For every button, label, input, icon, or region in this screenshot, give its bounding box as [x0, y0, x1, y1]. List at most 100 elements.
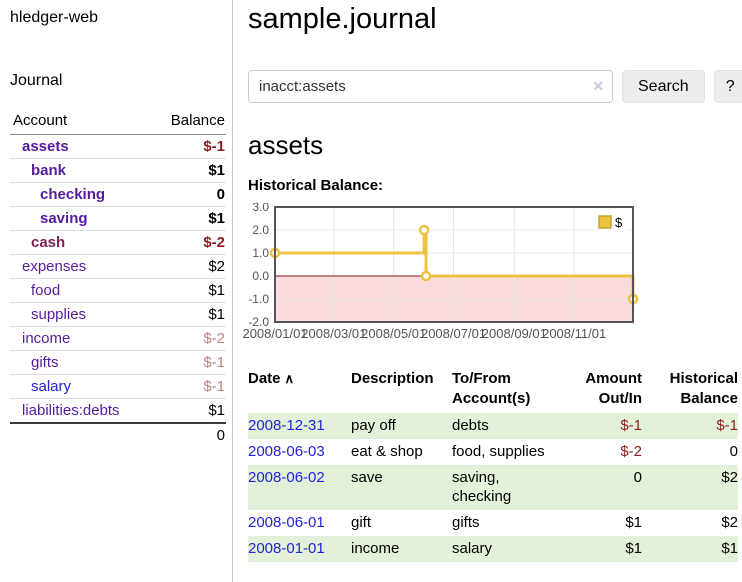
transaction-date-cell: 2008-06-03 — [248, 439, 345, 465]
main-pane: sample.journal ✕ Search ? assets Histori… — [234, 0, 742, 562]
register-col-date-label: Date — [248, 370, 281, 387]
transaction-accounts: salary — [452, 540, 493, 557]
account-balance: $-2 — [151, 230, 226, 255]
transaction-row: 2008-06-01 gift gifts $1 $2 — [248, 510, 738, 536]
clear-search-icon[interactable]: ✕ — [592, 78, 604, 94]
transaction-amount: 0 — [633, 469, 642, 486]
data-point-marker — [418, 224, 430, 236]
transaction-date-link[interactable]: 2008-06-01 — [248, 514, 325, 531]
transaction-row: 2008-06-03 eat & shop food, supplies $-2 0 — [248, 439, 738, 465]
account-link[interactable]: gifts — [31, 354, 59, 371]
account-link[interactable]: bank — [31, 162, 67, 179]
account-link[interactable]: liabilities:debts — [22, 402, 120, 419]
transaction-description: eat & shop — [351, 443, 423, 460]
transaction-row: 2008-12-31 pay off debts $-1 $-1 — [248, 413, 738, 439]
account-row: bank $1 — [10, 158, 226, 183]
data-point-marker — [420, 270, 432, 282]
account-name-cell: supplies — [10, 302, 152, 327]
account-name-cell: cash — [10, 230, 152, 255]
search-form: ✕ Search ? — [248, 70, 742, 103]
x-tick-label: 2008/09/01 — [482, 326, 547, 341]
transaction-amount: $-2 — [620, 443, 642, 460]
register-col-amount: Amount Out/In — [585, 370, 642, 407]
search-input-wrap: ✕ — [248, 70, 613, 103]
account-row: food $1 — [10, 278, 226, 303]
x-tick-label: 2008/03/01 — [301, 326, 366, 341]
search-button[interactable]: Search — [622, 70, 705, 103]
transaction-date-link[interactable]: 2008-06-03 — [248, 443, 325, 460]
account-balance: $1 — [151, 398, 226, 423]
transaction-date-link[interactable]: 2008-12-31 — [248, 417, 325, 434]
account-link[interactable]: assets — [22, 138, 69, 155]
account-link[interactable]: supplies — [31, 306, 87, 323]
transaction-row: 2008-01-01 income salary $1 $1 — [248, 536, 738, 562]
accounts-header-row: Account Balance — [10, 108, 226, 135]
account-balance: $-1 — [151, 374, 226, 399]
y-tick-label: 2.0 — [252, 223, 269, 237]
y-tick-label: 3.0 — [252, 203, 269, 214]
y-tick-label: -2.0 — [248, 315, 269, 329]
account-balance: $1 — [151, 302, 226, 327]
y-tick-label: 0.0 — [252, 269, 269, 283]
transaction-date-cell: 2008-06-02 — [248, 465, 345, 510]
transaction-description: income — [351, 540, 400, 557]
transaction-amount: $-1 — [620, 417, 642, 434]
account-name-cell: expenses — [10, 254, 152, 279]
account-balance: $1 — [151, 278, 226, 303]
account-name-cell: salary — [10, 374, 152, 399]
legend-label: $ — [615, 215, 623, 230]
transaction-date-link[interactable]: 2008-06-02 — [248, 469, 325, 486]
register-header-row: Date ∧ Description To/From Account(s) Amo… — [248, 367, 738, 413]
account-balance: $1 — [151, 206, 226, 231]
transaction-balance: $1 — [721, 540, 738, 557]
account-row: assets $-1 — [10, 134, 226, 159]
register-col-date[interactable]: Date ∧ — [248, 367, 345, 413]
account-link[interactable]: income — [22, 330, 71, 347]
account-row: expenses $2 — [10, 254, 226, 279]
account-row: liabilities:debts $1 — [10, 398, 226, 423]
transaction-date-cell: 2008-12-31 — [248, 413, 345, 439]
transaction-balance: $-1 — [716, 417, 738, 434]
transaction-amount: $1 — [625, 514, 642, 531]
transaction-row: 2008-06-02 save saving, checking 0 $2 — [248, 465, 738, 510]
help-button[interactable]: ? — [713, 70, 742, 103]
account-name-cell: saving — [10, 206, 152, 231]
transaction-date-link[interactable]: 2008-01-01 — [248, 540, 325, 557]
transaction-accounts: food, supplies — [452, 443, 545, 460]
account-name-cell: food — [10, 278, 152, 303]
chart-canvas: $3.0 2.0 1.0 0.0 -1.0 -2.02008/01/012008/03/0… — [243, 203, 639, 341]
account-heading: assets — [248, 130, 324, 160]
app-title-link[interactable]: hledger-web — [10, 9, 99, 26]
accounts-table: Account Balance assets $-1 bank $1 checking 0… — [10, 108, 226, 447]
transaction-date-cell: 2008-01-01 — [248, 536, 345, 562]
account-balance: $-1 — [151, 134, 226, 159]
account-link[interactable]: cash — [31, 234, 66, 251]
search-input[interactable] — [248, 70, 613, 103]
accounts-col-balance: Balance — [151, 108, 226, 135]
transaction-balance: 0 — [729, 443, 738, 460]
account-row: gifts $-1 — [10, 350, 226, 375]
transaction-accounts: saving, checking — [452, 469, 512, 505]
account-link[interactable]: saving — [40, 210, 88, 227]
chart-title: Historical Balance: — [248, 177, 384, 194]
transaction-description: pay off — [351, 417, 396, 434]
transaction-description: save — [351, 469, 383, 486]
sidebar: hledger-web Journal Account Balance asse… — [0, 0, 233, 582]
transaction-accounts: debts — [452, 417, 489, 434]
account-link[interactable]: checking — [40, 186, 106, 203]
account-balance: $2 — [151, 254, 226, 279]
nav-journal-link[interactable]: Journal — [10, 72, 63, 89]
account-link[interactable]: food — [31, 282, 61, 299]
account-row: cash $-2 — [10, 230, 226, 255]
sort-asc-icon: ∧ — [284, 371, 295, 386]
account-row: checking 0 — [10, 182, 226, 207]
account-row: salary $-1 — [10, 374, 226, 399]
account-link[interactable]: salary — [31, 378, 72, 395]
register-table: Date ∧ Description To/From Account(s) Amo… — [248, 367, 738, 562]
transaction-balance: $2 — [721, 469, 738, 486]
accounts-table-body: assets $-1 bank $1 checking 0 saving $1 cash $-2 e… — [10, 134, 226, 423]
accounts-total-spacer — [10, 422, 152, 447]
account-link[interactable]: expenses — [22, 258, 87, 275]
account-name-cell: assets — [10, 134, 152, 159]
register-table-body: 2008-12-31 pay off debts $-1 $-1 2008-06-03 ea… — [248, 413, 738, 562]
